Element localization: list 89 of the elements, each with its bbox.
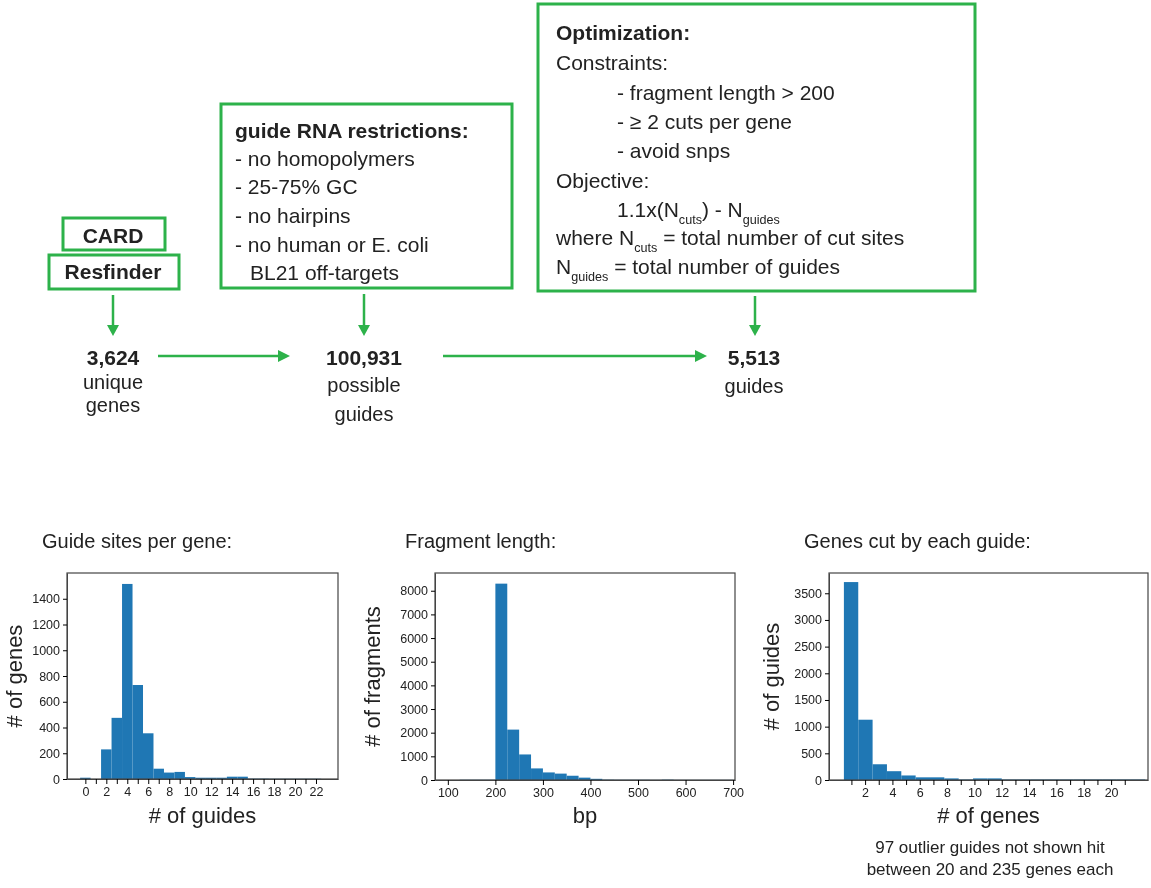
- x-tick-label: 10: [183, 784, 198, 799]
- y-axis-title: # of genes: [2, 624, 27, 728]
- text: guides: [334, 403, 394, 425]
- x-tick-label: 20: [288, 784, 303, 799]
- x-tick-label: 8: [944, 785, 952, 800]
- x-tick-label: 400: [580, 785, 602, 800]
- text: guides: [724, 375, 784, 397]
- y-tick-label: 2000: [794, 666, 823, 681]
- x-axis-title: # of genes: [937, 803, 1040, 828]
- x-tick-label: 16: [1049, 785, 1064, 800]
- y-axis-title: # of guides: [759, 622, 784, 731]
- text: 3,624: [86, 346, 140, 369]
- text: 5,513: [727, 346, 781, 369]
- x-axis-title: # of guides: [148, 803, 257, 828]
- y-tick-label: 0: [815, 773, 823, 788]
- y-tick-label: 0: [421, 773, 429, 788]
- y-axis-title: # of fragments: [360, 606, 385, 747]
- y-tick-label: 5000: [400, 655, 429, 670]
- y-tick-label: 1000: [794, 720, 823, 735]
- y-tick-label: 1000: [32, 643, 61, 658]
- x-tick-label: 6: [145, 784, 153, 799]
- text: 100,931: [326, 346, 403, 369]
- chart-title: Fragment length:: [405, 530, 557, 552]
- text: Resfinder: [64, 260, 162, 283]
- x-tick-label: 18: [1077, 785, 1092, 800]
- y-tick-label: 800: [39, 669, 61, 684]
- text: - fragment length > 200: [617, 81, 835, 104]
- text: genes: [85, 394, 141, 416]
- y-tick-label: 1200: [32, 618, 61, 632]
- y-tick-label: 8000: [400, 584, 429, 599]
- x-tick-label: 14: [225, 784, 240, 799]
- x-tick-label: 4: [889, 785, 897, 800]
- x-tick-label: 14: [1022, 785, 1037, 800]
- text: possible: [327, 374, 401, 396]
- y-tick-label: 6000: [400, 631, 429, 646]
- x-tick-label: 700: [723, 785, 745, 800]
- y-tick-label: 2500: [794, 640, 823, 655]
- text: Constraints:: [556, 51, 669, 74]
- x-tick-label: 4: [124, 784, 132, 799]
- text: guide RNA restrictions:: [235, 119, 469, 142]
- x-tick-label: 8: [166, 784, 174, 799]
- y-tick-label: 400: [39, 721, 61, 735]
- y-tick-label: 0: [53, 772, 61, 787]
- x-tick-label: 12: [204, 784, 219, 799]
- x-tick-label: 12: [995, 785, 1010, 800]
- text: CARD: [82, 224, 144, 247]
- text: 1.1x(N$_{cuts}$) - N$_{guides}$: [617, 198, 780, 227]
- x-tick-label: 100: [437, 785, 459, 800]
- text: - no homopolymers: [235, 147, 415, 170]
- y-tick-label: 600: [39, 695, 61, 710]
- chart-title: Genes cut by each guide:: [804, 530, 1031, 552]
- x-tick-label: 18: [267, 784, 282, 799]
- x-tick-label: 2: [103, 784, 111, 799]
- x-tick-label: 6: [916, 785, 924, 800]
- y-tick-label: 3000: [400, 702, 429, 717]
- y-tick-label: 200: [39, 746, 61, 761]
- text: BL21 off-targets: [250, 261, 400, 284]
- x-tick-label: 22: [309, 784, 324, 799]
- x-tick-label: 500: [628, 785, 649, 800]
- y-tick-label: 1400: [32, 592, 61, 607]
- text: - no hairpins: [235, 204, 351, 227]
- text: - ≥ 2 cuts per gene: [617, 110, 792, 133]
- y-tick-label: 2000: [400, 726, 429, 741]
- x-tick-label: 200: [485, 785, 507, 800]
- y-tick-label: 3500: [794, 586, 823, 601]
- x-tick-label: 20: [1104, 785, 1119, 800]
- x-tick-label: 16: [246, 784, 261, 799]
- x-tick-label: 2: [862, 785, 870, 800]
- text: N$_{guides}$ = total number of guides: [556, 255, 841, 284]
- y-tick-label: 4000: [400, 678, 429, 693]
- x-tick-label: 300: [532, 785, 554, 800]
- text: where N$_{cuts}$ = total number of cut sites: [555, 226, 905, 255]
- y-tick-label: 500: [801, 746, 823, 761]
- x-tick-label: 0: [82, 784, 90, 799]
- chart-title: Guide sites per gene:: [42, 530, 233, 552]
- y-tick-label: 3000: [794, 613, 823, 628]
- x-tick-label: 600: [675, 785, 697, 800]
- text: - avoid snps: [617, 139, 731, 162]
- text: 97 outlier guides not shown hit between 20 and 235 genes each: [866, 838, 1114, 880]
- y-tick-label: 7000: [400, 607, 429, 622]
- x-axis-title: bp: [572, 803, 598, 828]
- text: Optimization:: [556, 21, 691, 44]
- y-tick-label: 1500: [794, 693, 823, 708]
- y-tick-label: 1000: [400, 749, 429, 764]
- text: Objective:: [556, 169, 650, 192]
- x-tick-label: 10: [967, 785, 982, 800]
- text: - no human or E. coli: [235, 233, 429, 256]
- text: - 25-75% GC: [235, 175, 358, 198]
- text: unique: [82, 371, 144, 393]
